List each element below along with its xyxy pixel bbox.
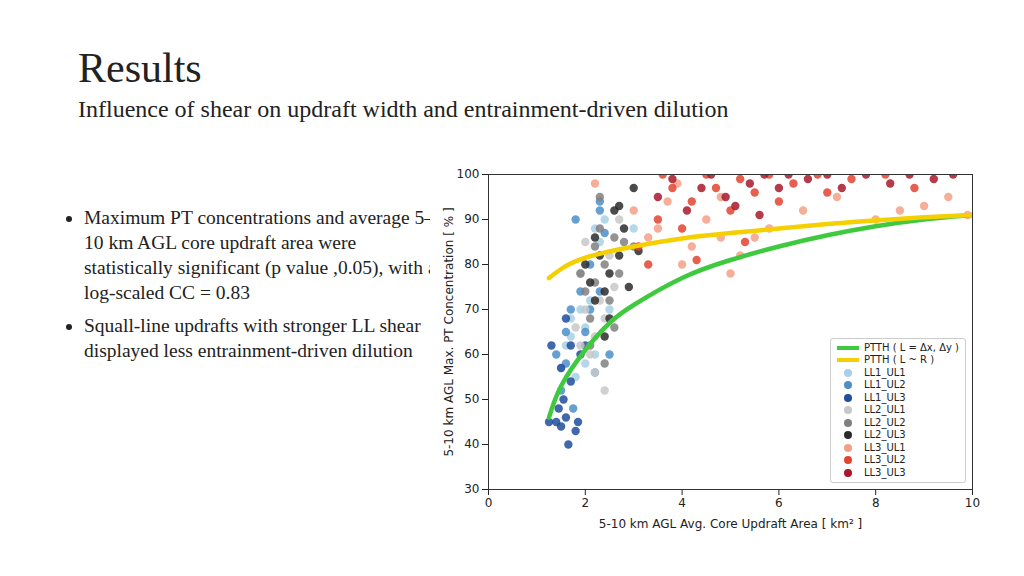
- svg-text:50: 50: [464, 392, 479, 406]
- html-text:LL1_UL1: LL1_UL1: [863, 366, 906, 378]
- svg-text:0: 0: [485, 496, 493, 510]
- svg-text:70: 70: [464, 302, 479, 316]
- svg-text:2: 2: [581, 496, 589, 510]
- html-text:LL2_UL3: LL2_UL3: [863, 429, 906, 440]
- html-text:Squall-line updrafts with stro: Squall-line updrafts with stronger LL sh…: [84, 315, 421, 361]
- html-text:PTTH ( L = Δx, Δy ): PTTH ( L = Δx, Δy ): [863, 341, 959, 353]
- svg-text:40: 40: [464, 437, 479, 451]
- svg-text:5-10 km AGL Max. PT Concentrat: 5-10 km AGL Max. PT Concentration [ % ]: [442, 207, 456, 456]
- svg-text:6: 6: [775, 496, 783, 510]
- html-text:LL1_UL3: LL1_UL3: [863, 391, 906, 403]
- svg-text:100: 100: [457, 167, 480, 181]
- svg-text:90: 90: [464, 212, 479, 226]
- svg-text:30: 30: [464, 482, 479, 496]
- svg-text:10: 10: [965, 496, 980, 510]
- html-text:Maximum PT concentrations and: Maximum PT concentrations and average 5–…: [84, 207, 437, 303]
- html-text:LL3_UL3: LL3_UL3: [863, 466, 906, 478]
- html-text:LL3_UL2: LL3_UL2: [863, 454, 906, 465]
- svg-text:60: 60: [464, 347, 479, 361]
- svg-text:80: 80: [464, 257, 479, 271]
- html-text:LL1_UL2: LL1_UL2: [863, 379, 906, 390]
- html-text:PTTH ( L ~ R ): PTTH ( L ~ R ): [863, 354, 935, 365]
- svg-text:4: 4: [678, 496, 686, 510]
- html-text:LL2_UL1: LL2_UL1: [863, 404, 906, 415]
- html-text:LL2_UL2: LL2_UL2: [863, 416, 906, 428]
- html-text:Results: Results: [78, 45, 202, 91]
- svg-text:8: 8: [872, 496, 880, 510]
- html-text:Influence of shear on updraft: Influence of shear on updraft width and …: [78, 96, 729, 122]
- svg-text:5-10 km AGL Avg. Core Updraft: 5-10 km AGL Avg. Core Updraft Area [ km²…: [599, 517, 862, 531]
- html-text:LL3_UL1: LL3_UL1: [863, 441, 906, 453]
